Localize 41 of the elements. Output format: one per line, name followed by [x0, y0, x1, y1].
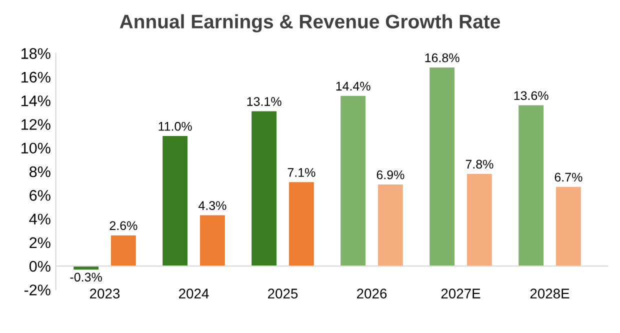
data-label: 11.0%	[158, 122, 192, 131]
y-tick-label: 18%	[22, 48, 50, 59]
y-tick-label: 10%	[22, 142, 50, 154]
x-tick-label: 2025	[268, 288, 298, 298]
y-tick-label: 8%	[30, 166, 50, 178]
chart-title: Annual Earnings & Revenue Growth Rate	[120, 14, 500, 32]
data-label: 14.4%	[336, 82, 370, 91]
y-tick-label: -2%	[24, 284, 50, 296]
data-label: -0.3%	[70, 272, 102, 282]
bar	[378, 184, 403, 266]
bar	[200, 215, 225, 266]
y-tick-label: 0%	[29, 260, 50, 272]
x-tick-label: 2026	[357, 288, 387, 298]
data-label: 2.6%	[110, 221, 138, 230]
data-label: 7.8%	[466, 160, 494, 169]
data-label: 6.7%	[554, 172, 582, 182]
data-label: 7.1%	[288, 168, 316, 177]
data-label: 13.6%	[514, 91, 548, 100]
data-label: 13.1%	[247, 97, 282, 106]
data-label: 4.3%	[198, 201, 226, 210]
x-tick-label: 2027E	[441, 288, 480, 298]
bar	[466, 174, 492, 266]
x-tick-label: 2028E	[530, 288, 570, 298]
bar	[162, 136, 188, 266]
y-tick-label: 2%	[30, 237, 50, 248]
bar	[110, 235, 136, 266]
bar	[556, 186, 581, 266]
y-tick-label: 16%	[22, 72, 50, 83]
data-label: 16.8%	[425, 53, 460, 62]
y-tick-label: 4%	[29, 214, 50, 224]
y-tick-label: 14%	[22, 96, 50, 106]
bar	[288, 182, 314, 266]
bar	[430, 67, 455, 266]
y-tick-label: 12%	[22, 119, 50, 130]
bar	[252, 111, 277, 266]
bar	[340, 96, 366, 266]
x-tick-label: 2023	[90, 288, 120, 298]
y-tick-label: 6%	[30, 190, 50, 201]
data-label: 6.9%	[376, 170, 404, 180]
x-tick-label: 2024	[179, 288, 209, 298]
bar	[518, 105, 544, 266]
